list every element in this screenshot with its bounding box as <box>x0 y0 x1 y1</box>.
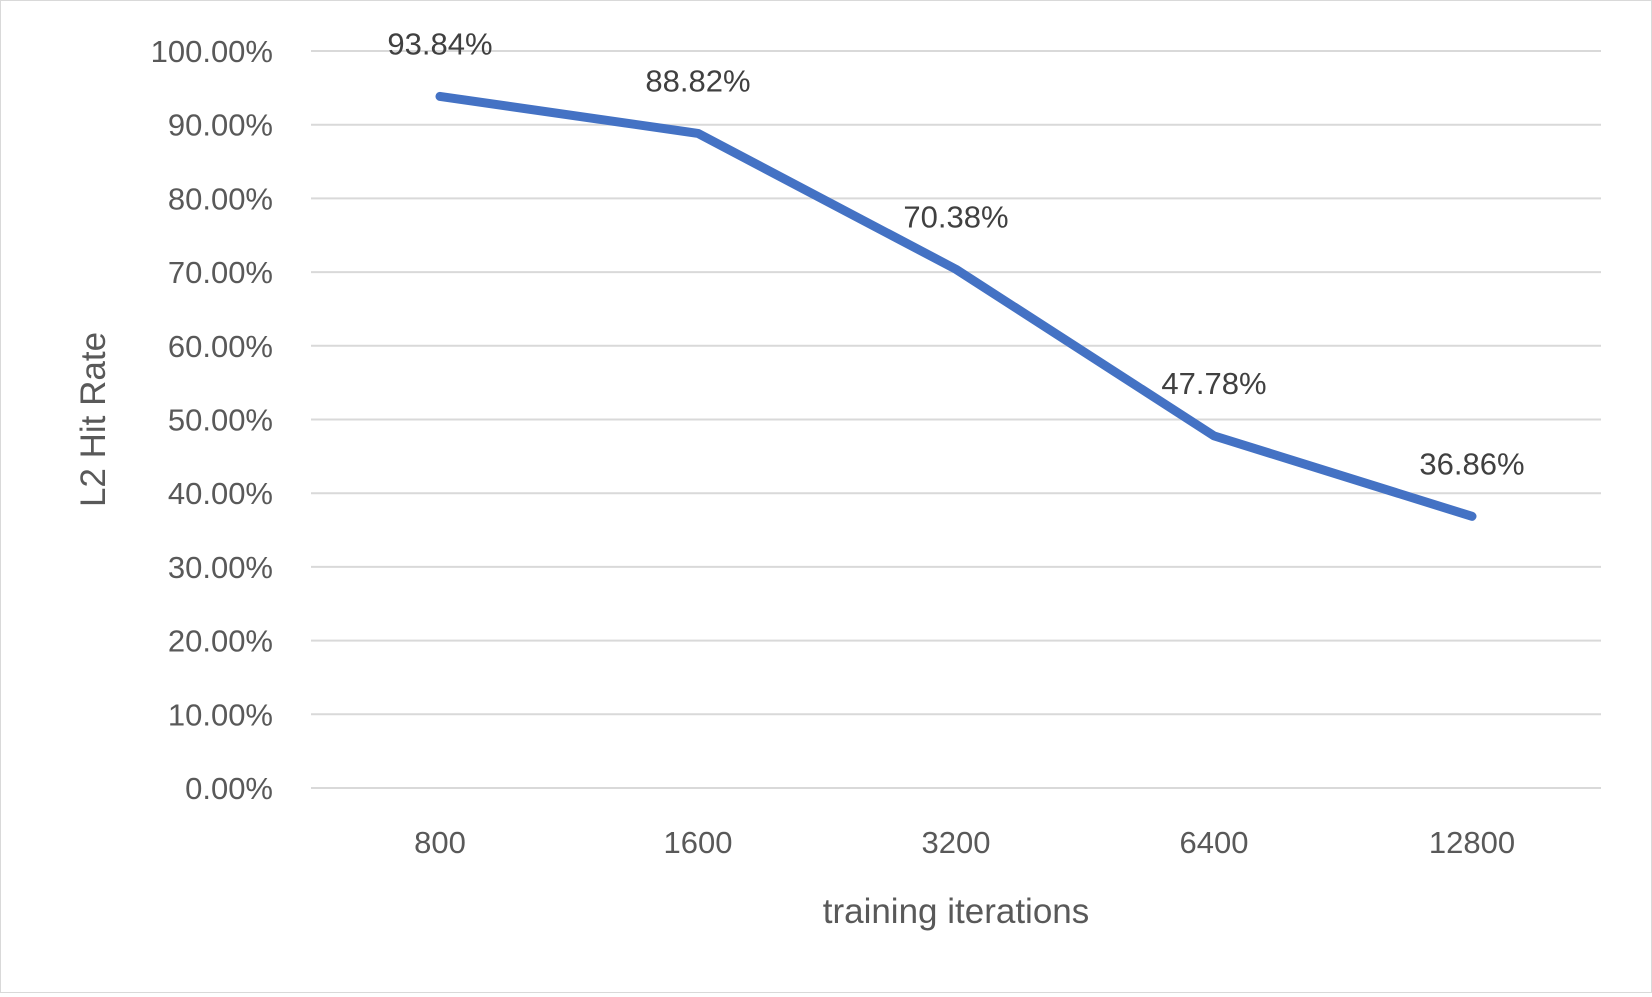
series-lines <box>435 91 1477 521</box>
data-labels: 93.84% 88.82% 70.38% 47.78% 36.86% <box>387 26 1524 481</box>
y-tick-label: 60.00% <box>168 329 273 364</box>
y-tick-label: 100.00% <box>151 34 273 69</box>
y-tick-label: 10.00% <box>168 697 273 732</box>
y-axis-title: L2 Hit Rate <box>74 332 113 507</box>
data-label: 47.78% <box>1161 366 1266 401</box>
x-tick-label: 12800 <box>1429 825 1515 860</box>
x-tick-label: 1600 <box>664 825 733 860</box>
y-tick-labels: 0.00% 10.00% 20.00% 30.00% 40.00% 50.00% 60.00… <box>151 34 273 806</box>
x-axis-title: training iterations <box>823 892 1090 931</box>
data-label: 88.82% <box>645 63 750 98</box>
series-line <box>435 91 1477 521</box>
x-tick-labels: 800 1600 3200 6400 12800 <box>414 825 1515 860</box>
y-tick-label: 70.00% <box>168 255 273 290</box>
y-tick-label: 30.00% <box>168 550 273 585</box>
y-tick-label: 20.00% <box>168 624 273 659</box>
data-label: 36.86% <box>1419 446 1524 481</box>
y-tick-label: 40.00% <box>168 476 273 511</box>
x-tick-label: 800 <box>414 825 466 860</box>
y-tick-label: 90.00% <box>168 108 273 143</box>
x-tick-label: 3200 <box>922 825 991 860</box>
y-tick-label: 0.00% <box>185 771 273 806</box>
data-label: 93.84% <box>387 26 492 61</box>
y-tick-label: 50.00% <box>168 403 273 438</box>
data-label: 70.38% <box>903 199 1008 234</box>
x-tick-label: 6400 <box>1180 825 1249 860</box>
gridlines <box>311 50 1601 789</box>
y-tick-label: 80.00% <box>168 181 273 216</box>
